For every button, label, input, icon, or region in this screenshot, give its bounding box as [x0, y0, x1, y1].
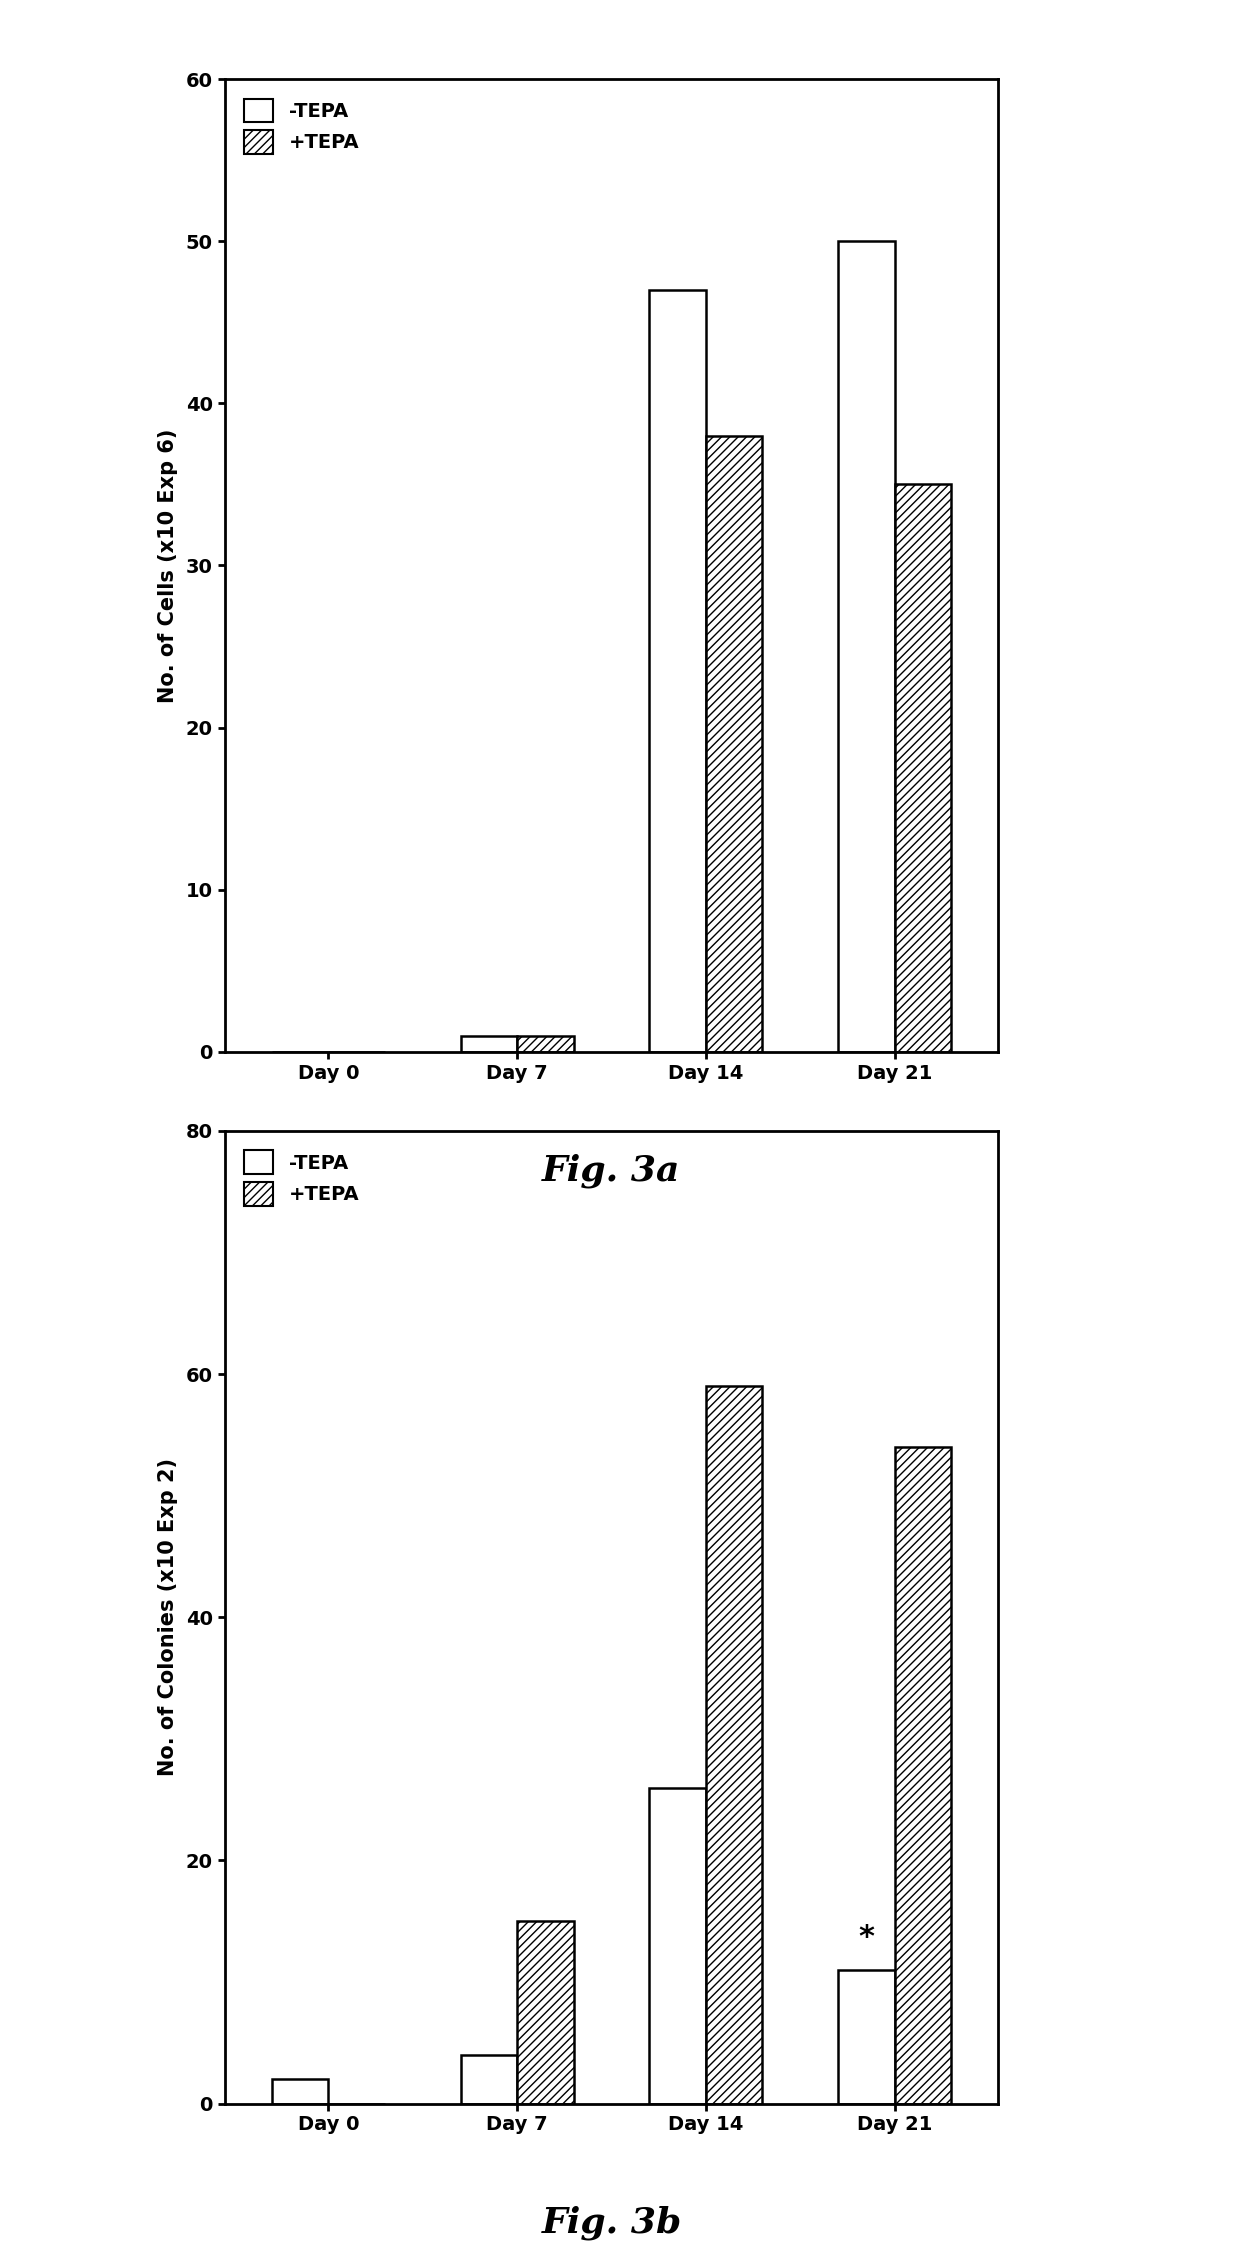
Bar [517, 1920, 574, 2104]
Legend: -TEPA, +TEPA: -TEPA, +TEPA [235, 88, 369, 163]
Bar [706, 437, 763, 1052]
Legend: -TEPA, +TEPA: -TEPA, +TEPA [235, 1140, 369, 1215]
Bar [272, 2079, 328, 2104]
Bar [895, 1448, 951, 2104]
Text: Fig. 3b: Fig. 3b [542, 2205, 681, 2239]
Y-axis label: No. of Cells (x10 Exp 6): No. of Cells (x10 Exp 6) [157, 428, 177, 703]
Bar [895, 484, 951, 1052]
Text: *: * [859, 1923, 875, 1952]
Bar [517, 1036, 574, 1052]
Bar [649, 1787, 706, 2104]
Bar [461, 1036, 517, 1052]
Text: Fig. 3a: Fig. 3a [543, 1154, 680, 1188]
Y-axis label: No. of Colonies (x10 Exp 2): No. of Colonies (x10 Exp 2) [157, 1459, 177, 1776]
Bar [706, 1387, 763, 2104]
Bar [837, 1970, 895, 2104]
Bar [461, 2054, 517, 2104]
Bar [837, 242, 895, 1052]
Bar [649, 290, 706, 1052]
